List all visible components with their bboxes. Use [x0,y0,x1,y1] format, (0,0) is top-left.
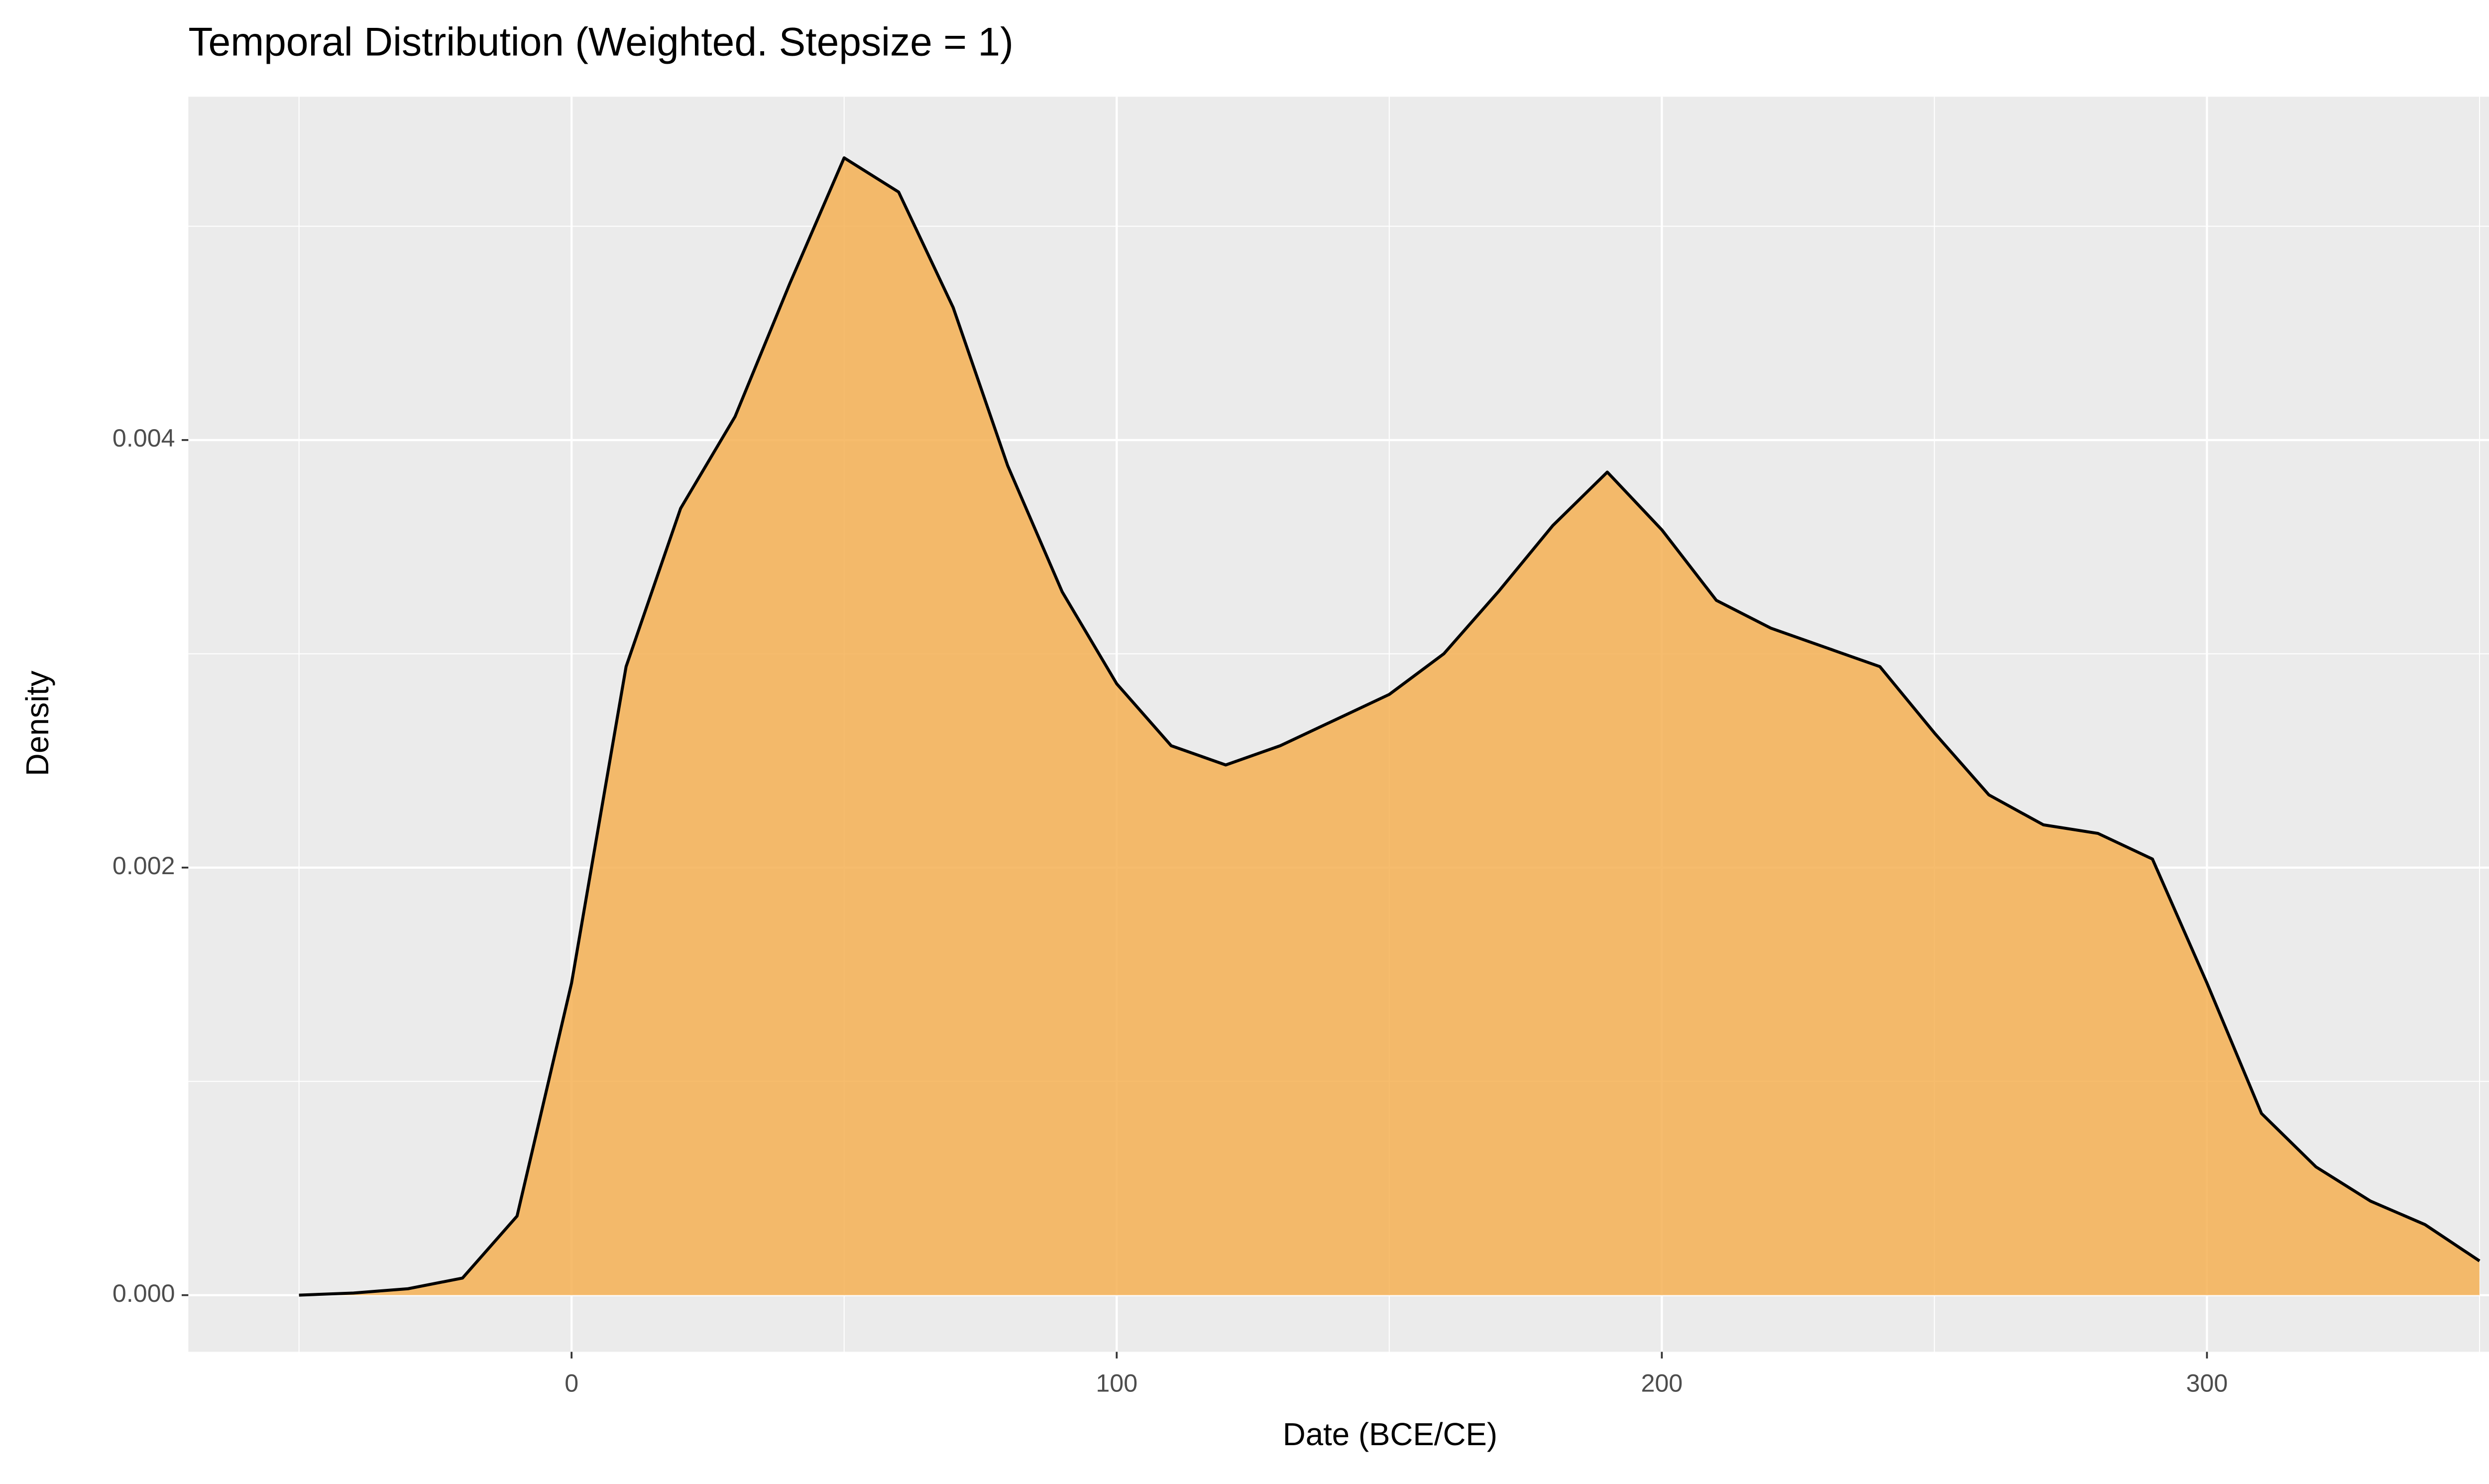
x-tick-label: 100 [1096,1370,1137,1397]
density-line [299,156,2481,1297]
y-tick-label: 0.004 [113,424,175,452]
x-tick-label: 200 [1641,1370,1683,1397]
area-fill [299,158,2480,1295]
x-tick-label: 300 [2186,1370,2228,1397]
axes: 0 100 200 300 0.000 0.002 0.004 [113,424,2228,1397]
y-tick-label: 0.002 [113,852,175,880]
y-axis-title: Density [20,671,55,776]
chart-title: Temporal Distribution (Weighted. Stepsiz… [188,20,1013,65]
y-tick-label: 0.000 [113,1279,175,1307]
x-axis-title: Date (BCE/CE) [1283,1417,1497,1452]
marks [299,156,2481,1297]
x-tick-label: 0 [565,1370,578,1397]
